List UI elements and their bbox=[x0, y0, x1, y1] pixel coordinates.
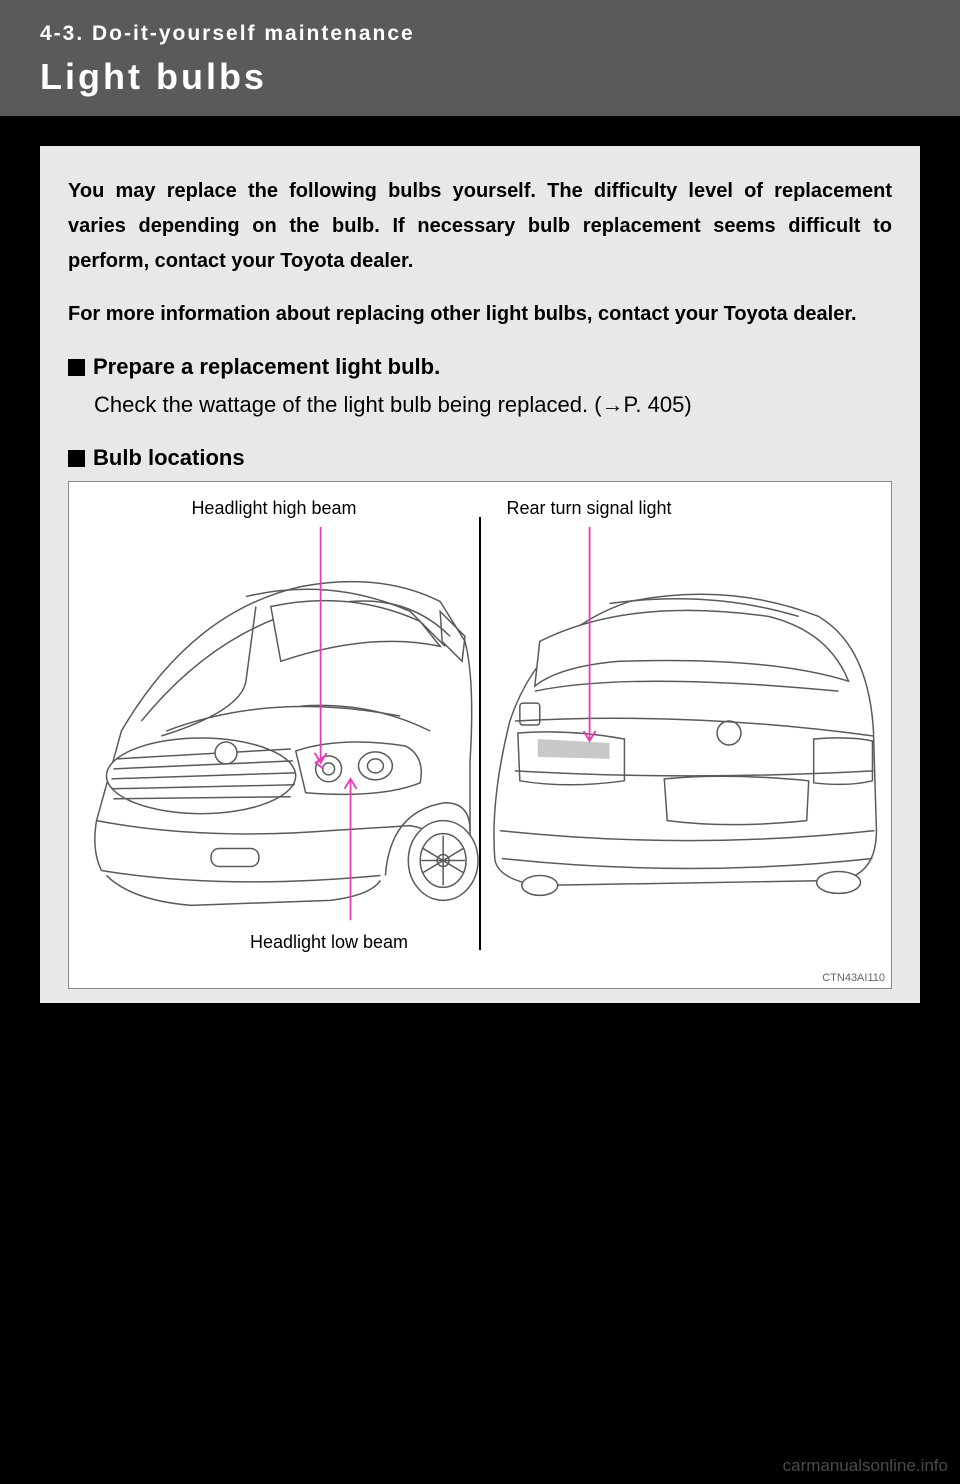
header-band: 4-3. Do-it-yourself maintenance Light bu… bbox=[0, 0, 960, 116]
label-low-beam: Headlight low beam bbox=[219, 932, 439, 953]
prepare-body-prefix: Check the wattage of the light bulb bein… bbox=[94, 392, 602, 417]
bulb-location-diagram: Headlight high beam Rear turn signal lig… bbox=[68, 481, 892, 989]
section-title: Light bulbs bbox=[40, 56, 920, 98]
intro-paragraph-2: For more information about replacing oth… bbox=[68, 297, 892, 332]
label-high-beam: Headlight high beam bbox=[144, 498, 404, 519]
square-bullet-icon bbox=[68, 450, 85, 467]
car-diagram-svg bbox=[69, 482, 891, 988]
prepare-body-ref: P. 405) bbox=[624, 392, 692, 417]
label-rear-turn: Rear turn signal light bbox=[479, 498, 699, 519]
prepare-heading: Prepare a replacement light bulb. bbox=[68, 354, 892, 380]
square-bullet-icon bbox=[68, 359, 85, 376]
prepare-body: Check the wattage of the light bulb bein… bbox=[94, 388, 892, 421]
section-number: 4-3. Do-it-yourself maintenance bbox=[40, 22, 920, 46]
arrow-icon: → bbox=[602, 392, 624, 417]
content-panel: You may replace the following bulbs your… bbox=[40, 146, 920, 1003]
locations-heading-text: Bulb locations bbox=[93, 445, 245, 471]
watermark: carmanualsonline.info bbox=[783, 1456, 948, 1476]
prepare-heading-text: Prepare a replacement light bulb. bbox=[93, 354, 440, 380]
intro-paragraph-1: You may replace the following bulbs your… bbox=[68, 174, 892, 279]
locations-heading: Bulb locations bbox=[68, 445, 892, 471]
diagram-code: CTN43AI110 bbox=[822, 972, 885, 984]
